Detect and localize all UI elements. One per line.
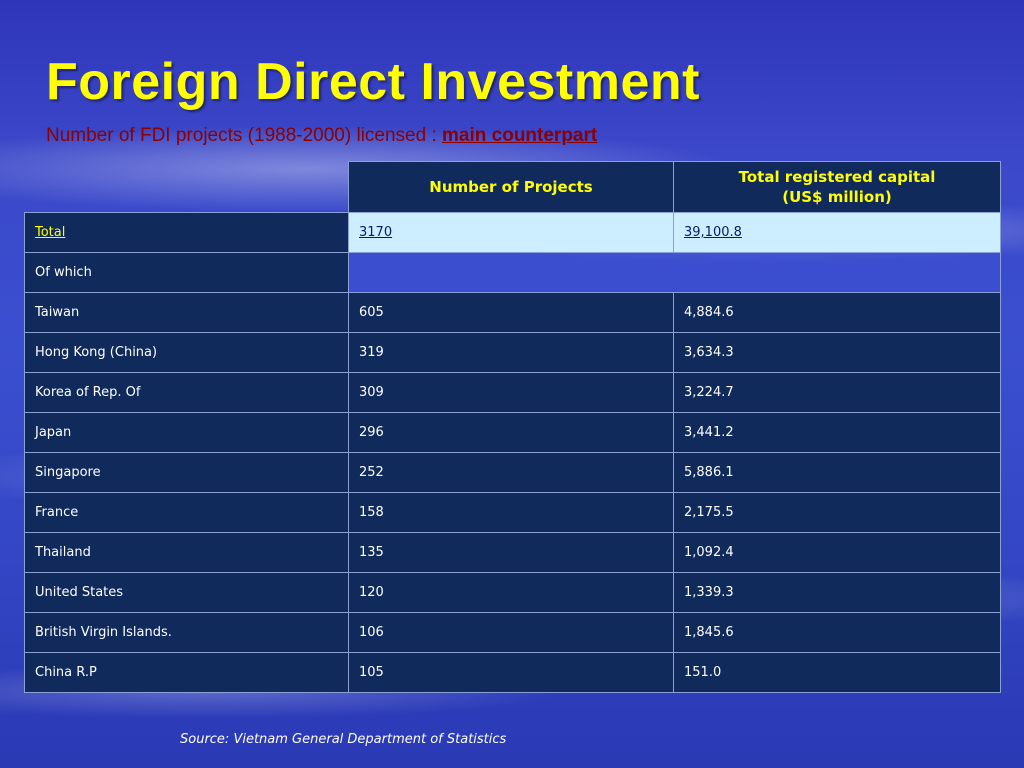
projects-cell: 605 bbox=[348, 292, 674, 333]
country-cell: Thailand bbox=[24, 532, 349, 573]
table-row: France 158 2,175.5 bbox=[24, 492, 1001, 533]
table-row: Taiwan 605 4,884.6 bbox=[24, 292, 1001, 333]
country-cell: China R.P bbox=[24, 652, 349, 693]
projects-cell: 106 bbox=[348, 612, 674, 653]
country-cell: Taiwan bbox=[24, 292, 349, 333]
fdi-table: Number of Projects Total registered capi… bbox=[24, 161, 1001, 693]
slide-title: Foreign Direct Investment bbox=[46, 53, 700, 111]
country-cell: United States bbox=[24, 572, 349, 613]
table-header-row: Number of Projects Total registered capi… bbox=[25, 161, 1001, 213]
projects-cell: 319 bbox=[348, 332, 674, 373]
total-capital-cell: 39,100.8 bbox=[673, 212, 1001, 253]
total-projects: 3170 bbox=[359, 225, 393, 240]
country-cell: France bbox=[24, 492, 349, 533]
capital-cell: 3,224.7 bbox=[673, 372, 1001, 413]
table-row: British Virgin Islands. 106 1,845.6 bbox=[24, 612, 1001, 653]
projects-cell: 309 bbox=[348, 372, 674, 413]
table-row: Japan 296 3,441.2 bbox=[24, 412, 1001, 453]
table-row: United States 120 1,339.3 bbox=[24, 572, 1001, 613]
capital-cell: 3,634.3 bbox=[673, 332, 1001, 373]
total-projects-cell: 3170 bbox=[348, 212, 674, 253]
header-blank-cell bbox=[25, 162, 349, 213]
country-cell: Korea of Rep. Of bbox=[24, 372, 349, 413]
subtitle-highlight: main counterpart bbox=[442, 125, 598, 146]
header-capital: Total registered capital (US$ million) bbox=[673, 161, 1001, 213]
projects-cell: 158 bbox=[348, 492, 674, 533]
country-cell: Hong Kong (China) bbox=[24, 332, 349, 373]
capital-cell: 5,886.1 bbox=[673, 452, 1001, 493]
table-row: Thailand 135 1,092.4 bbox=[24, 532, 1001, 573]
table-row: China R.P 105 151.0 bbox=[24, 652, 1001, 693]
capital-cell: 3,441.2 bbox=[673, 412, 1001, 453]
header-projects: Number of Projects bbox=[348, 161, 674, 213]
projects-cell: 135 bbox=[348, 532, 674, 573]
total-label-cell: Total bbox=[24, 212, 349, 253]
country-cell: Japan bbox=[24, 412, 349, 453]
table-row: Korea of Rep. Of 309 3,224.7 bbox=[24, 372, 1001, 413]
header-capital-line2: (US$ million) bbox=[782, 188, 892, 206]
capital-cell: 1,339.3 bbox=[673, 572, 1001, 613]
capital-cell: 4,884.6 bbox=[673, 292, 1001, 333]
total-capital: 39,100.8 bbox=[684, 225, 742, 240]
total-row: Total 3170 39,100.8 bbox=[24, 212, 1001, 253]
subtitle-text: Number of FDI projects (1988-2000) licen… bbox=[46, 125, 443, 146]
country-rows: Taiwan 605 4,884.6 Hong Kong (China) 319 3,63… bbox=[24, 292, 1001, 693]
total-label: Total bbox=[35, 225, 66, 240]
table-row: Hong Kong (China) 319 3,634.3 bbox=[24, 332, 1001, 373]
of-which-empty-cell bbox=[348, 252, 1001, 293]
country-cell: British Virgin Islands. bbox=[24, 612, 349, 653]
of-which-label: Of which bbox=[24, 252, 349, 293]
source-note: Source: Vietnam General Department of St… bbox=[180, 732, 507, 747]
capital-cell: 1,845.6 bbox=[673, 612, 1001, 653]
projects-cell: 105 bbox=[348, 652, 674, 693]
projects-cell: 252 bbox=[348, 452, 674, 493]
capital-cell: 151.0 bbox=[673, 652, 1001, 693]
table-row: Singapore 252 5,886.1 bbox=[24, 452, 1001, 493]
projects-cell: 296 bbox=[348, 412, 674, 453]
capital-cell: 1,092.4 bbox=[673, 532, 1001, 573]
capital-cell: 2,175.5 bbox=[673, 492, 1001, 533]
of-which-row: Of which bbox=[24, 252, 1001, 293]
header-capital-line1: Total registered capital bbox=[738, 168, 936, 186]
projects-cell: 120 bbox=[348, 572, 674, 613]
country-cell: Singapore bbox=[24, 452, 349, 493]
slide-subtitle: Number of FDI projects (1988-2000) licen… bbox=[46, 125, 597, 147]
